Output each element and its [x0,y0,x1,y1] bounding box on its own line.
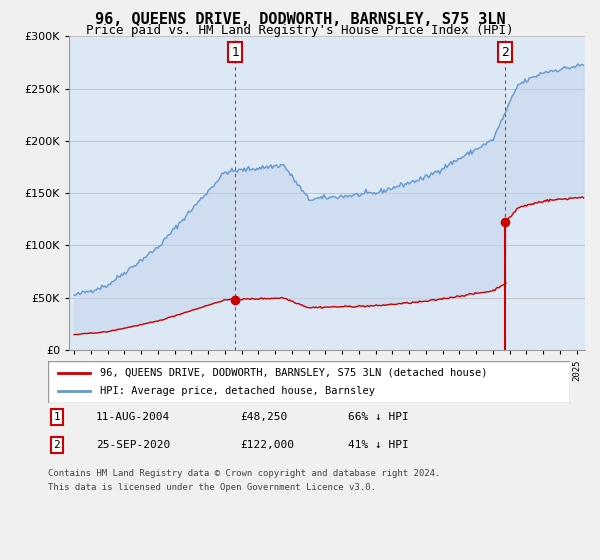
Text: 66% ↓ HPI: 66% ↓ HPI [348,412,409,422]
Text: 25-SEP-2020: 25-SEP-2020 [96,440,170,450]
Text: This data is licensed under the Open Government Licence v3.0.: This data is licensed under the Open Gov… [48,483,376,492]
Text: Price paid vs. HM Land Registry's House Price Index (HPI): Price paid vs. HM Land Registry's House … [86,24,514,36]
Text: 41% ↓ HPI: 41% ↓ HPI [348,440,409,450]
Text: 11-AUG-2004: 11-AUG-2004 [96,412,170,422]
Text: Contains HM Land Registry data © Crown copyright and database right 2024.: Contains HM Land Registry data © Crown c… [48,469,440,478]
Text: HPI: Average price, detached house, Barnsley: HPI: Average price, detached house, Barn… [100,386,375,396]
Text: 2: 2 [53,440,61,450]
Text: £48,250: £48,250 [240,412,287,422]
Text: 1: 1 [231,45,239,59]
Text: 96, QUEENS DRIVE, DODWORTH, BARNSLEY, S75 3LN (detached house): 96, QUEENS DRIVE, DODWORTH, BARNSLEY, S7… [100,368,488,378]
Text: 1: 1 [53,412,61,422]
Text: 2: 2 [502,45,509,59]
Text: £122,000: £122,000 [240,440,294,450]
Text: 96, QUEENS DRIVE, DODWORTH, BARNSLEY, S75 3LN: 96, QUEENS DRIVE, DODWORTH, BARNSLEY, S7… [95,12,505,27]
